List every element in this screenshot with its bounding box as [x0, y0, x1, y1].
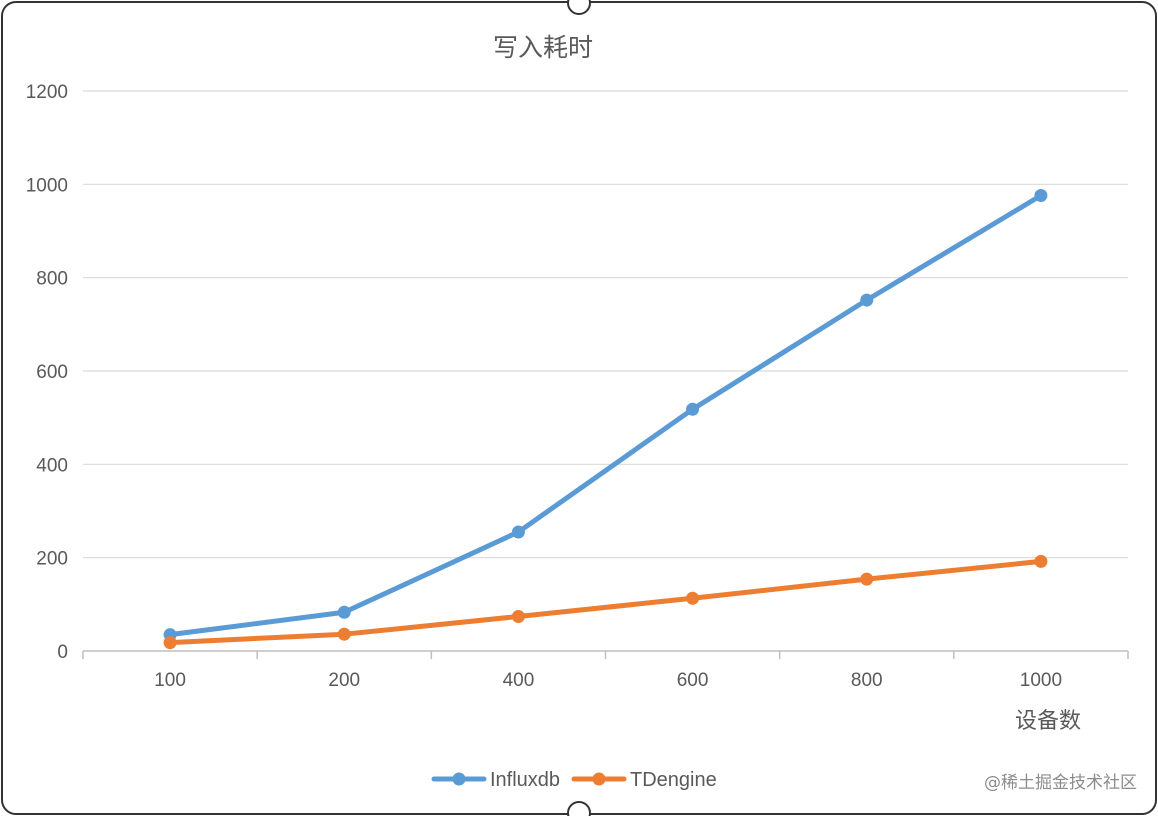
y-tick-label: 600 [36, 362, 68, 383]
x-tick-label: 400 [503, 670, 535, 691]
x-tick-label: 100 [154, 670, 186, 691]
bottom-resize-handle[interactable] [567, 801, 591, 816]
data-point-influxdb [686, 402, 700, 416]
data-point-tdengine [1034, 554, 1048, 568]
x-axis-label: 设备数 [1015, 709, 1081, 734]
legend: Influxdb TDengine [431, 769, 717, 791]
y-tick-label: 0 [57, 642, 68, 663]
x-tick-label: 1000 [1020, 670, 1062, 691]
y-tick-label: 400 [36, 455, 68, 476]
x-axis: 100 200 400 600 800 1000 [82, 650, 1129, 691]
legend-label-influxdb: Influxdb [490, 769, 560, 791]
legend-label-tdengine: TDengine [630, 769, 717, 791]
data-point-tdengine [337, 627, 351, 641]
legend-marker-influxdb [452, 772, 466, 786]
data-point-tdengine [860, 572, 874, 586]
data-point-influxdb [337, 605, 351, 619]
series-tdengine [163, 554, 1048, 650]
data-point-influxdb [1034, 189, 1048, 203]
data-point-tdengine [163, 636, 177, 650]
y-tick-label: 800 [36, 269, 68, 290]
series-line-tdengine [167, 558, 1044, 646]
x-tick-label: 800 [851, 670, 883, 691]
series-line-influxdb [167, 193, 1044, 638]
watermark: @稀土掘金技术社区 [984, 773, 1137, 793]
x-tick-label: 200 [328, 670, 360, 691]
chart-title: 写入耗时 [493, 33, 593, 62]
series-group [163, 189, 1048, 650]
legend-marker-tdengine [592, 772, 606, 786]
x-tick-label: 600 [677, 670, 709, 691]
top-resize-handle[interactable] [567, 0, 591, 15]
gridlines [83, 90, 1128, 559]
y-axis: 0 200 400 600 800 1000 1200 [26, 82, 68, 663]
y-tick-label: 1000 [26, 175, 68, 196]
data-point-influxdb [860, 293, 874, 307]
data-point-tdengine [686, 591, 700, 605]
data-point-tdengine [511, 609, 525, 623]
y-tick-label: 1200 [26, 82, 68, 103]
data-point-influxdb [511, 525, 525, 539]
y-tick-label: 200 [36, 549, 68, 570]
